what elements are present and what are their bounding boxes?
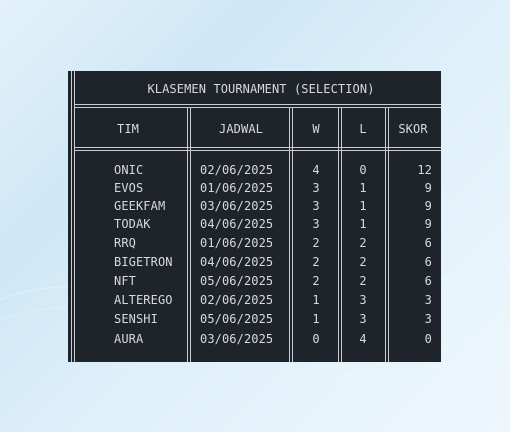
score-cell: 6: [424, 255, 432, 269]
title-divider-2: [74, 107, 441, 108]
team-cell: ALTEREGO: [114, 293, 173, 307]
table-title: KLASEMEN TOURNAMENT (SELECTION): [147, 82, 375, 96]
loss-cell: 1: [359, 199, 367, 213]
frame-left-inner: [74, 71, 75, 362]
date-cell: 02/06/2025: [200, 293, 274, 307]
col-sep-1b: [190, 107, 191, 362]
date-cell: 02/06/2025: [200, 163, 274, 177]
header-divider-1: [74, 147, 441, 148]
win-cell: 0: [312, 332, 320, 346]
header-score: SKOR: [398, 122, 428, 136]
score-cell: 9: [424, 181, 432, 195]
header-team: TIM: [117, 122, 139, 136]
loss-cell: 3: [359, 293, 367, 307]
terminal-window: KLASEMEN TOURNAMENT (SELECTION) TIM JADW…: [68, 71, 441, 362]
team-cell: ONIC: [114, 163, 144, 177]
date-cell: 01/06/2025: [200, 236, 274, 250]
team-cell: SENSHI: [114, 312, 158, 326]
date-cell: 03/06/2025: [200, 332, 274, 346]
loss-cell: 1: [359, 217, 367, 231]
win-cell: 3: [312, 199, 320, 213]
win-cell: 1: [312, 293, 320, 307]
col-sep-1a: [187, 107, 188, 362]
team-cell: EVOS: [114, 181, 144, 195]
header-win: W: [312, 122, 320, 136]
date-cell: 03/06/2025: [200, 199, 274, 213]
loss-cell: 4: [359, 332, 367, 346]
score-cell: 0: [424, 332, 432, 346]
score-cell: 6: [424, 274, 432, 288]
score-cell: 3: [424, 293, 432, 307]
team-cell: TODAK: [114, 217, 151, 231]
win-cell: 3: [312, 217, 320, 231]
team-cell: NFT: [114, 274, 136, 288]
date-cell: 05/06/2025: [200, 312, 274, 326]
col-sep-2b: [292, 107, 293, 362]
loss-cell: 2: [359, 255, 367, 269]
col-sep-4b: [388, 107, 389, 362]
score-cell: 6: [424, 236, 432, 250]
score-cell: 12: [417, 163, 432, 177]
loss-cell: 0: [359, 163, 367, 177]
team-cell: GEEKFAM: [114, 199, 166, 213]
col-sep-3a: [338, 107, 339, 362]
loss-cell: 3: [359, 312, 367, 326]
date-cell: 04/06/2025: [200, 217, 274, 231]
win-cell: 4: [312, 163, 320, 177]
header-loss: L: [359, 122, 367, 136]
date-cell: 05/06/2025: [200, 274, 274, 288]
score-cell: 9: [424, 199, 432, 213]
team-cell: AURA: [114, 332, 144, 346]
win-cell: 2: [312, 274, 320, 288]
date-cell: 04/06/2025: [200, 255, 274, 269]
win-cell: 3: [312, 181, 320, 195]
date-cell: 01/06/2025: [200, 181, 274, 195]
loss-cell: 2: [359, 274, 367, 288]
col-sep-3b: [341, 107, 342, 362]
win-cell: 2: [312, 255, 320, 269]
col-sep-2a: [289, 107, 290, 362]
loss-cell: 1: [359, 181, 367, 195]
win-cell: 2: [312, 236, 320, 250]
title-divider-1: [74, 104, 441, 105]
frame-left-outer: [71, 71, 72, 362]
header-schedule: JADWAL: [219, 122, 263, 136]
col-sep-4a: [385, 107, 386, 362]
score-cell: 9: [424, 217, 432, 231]
team-cell: BIGETRON: [114, 255, 173, 269]
loss-cell: 2: [359, 236, 367, 250]
header-divider-2: [74, 150, 441, 151]
win-cell: 1: [312, 312, 320, 326]
score-cell: 3: [424, 312, 432, 326]
team-cell: RRQ: [114, 236, 136, 250]
